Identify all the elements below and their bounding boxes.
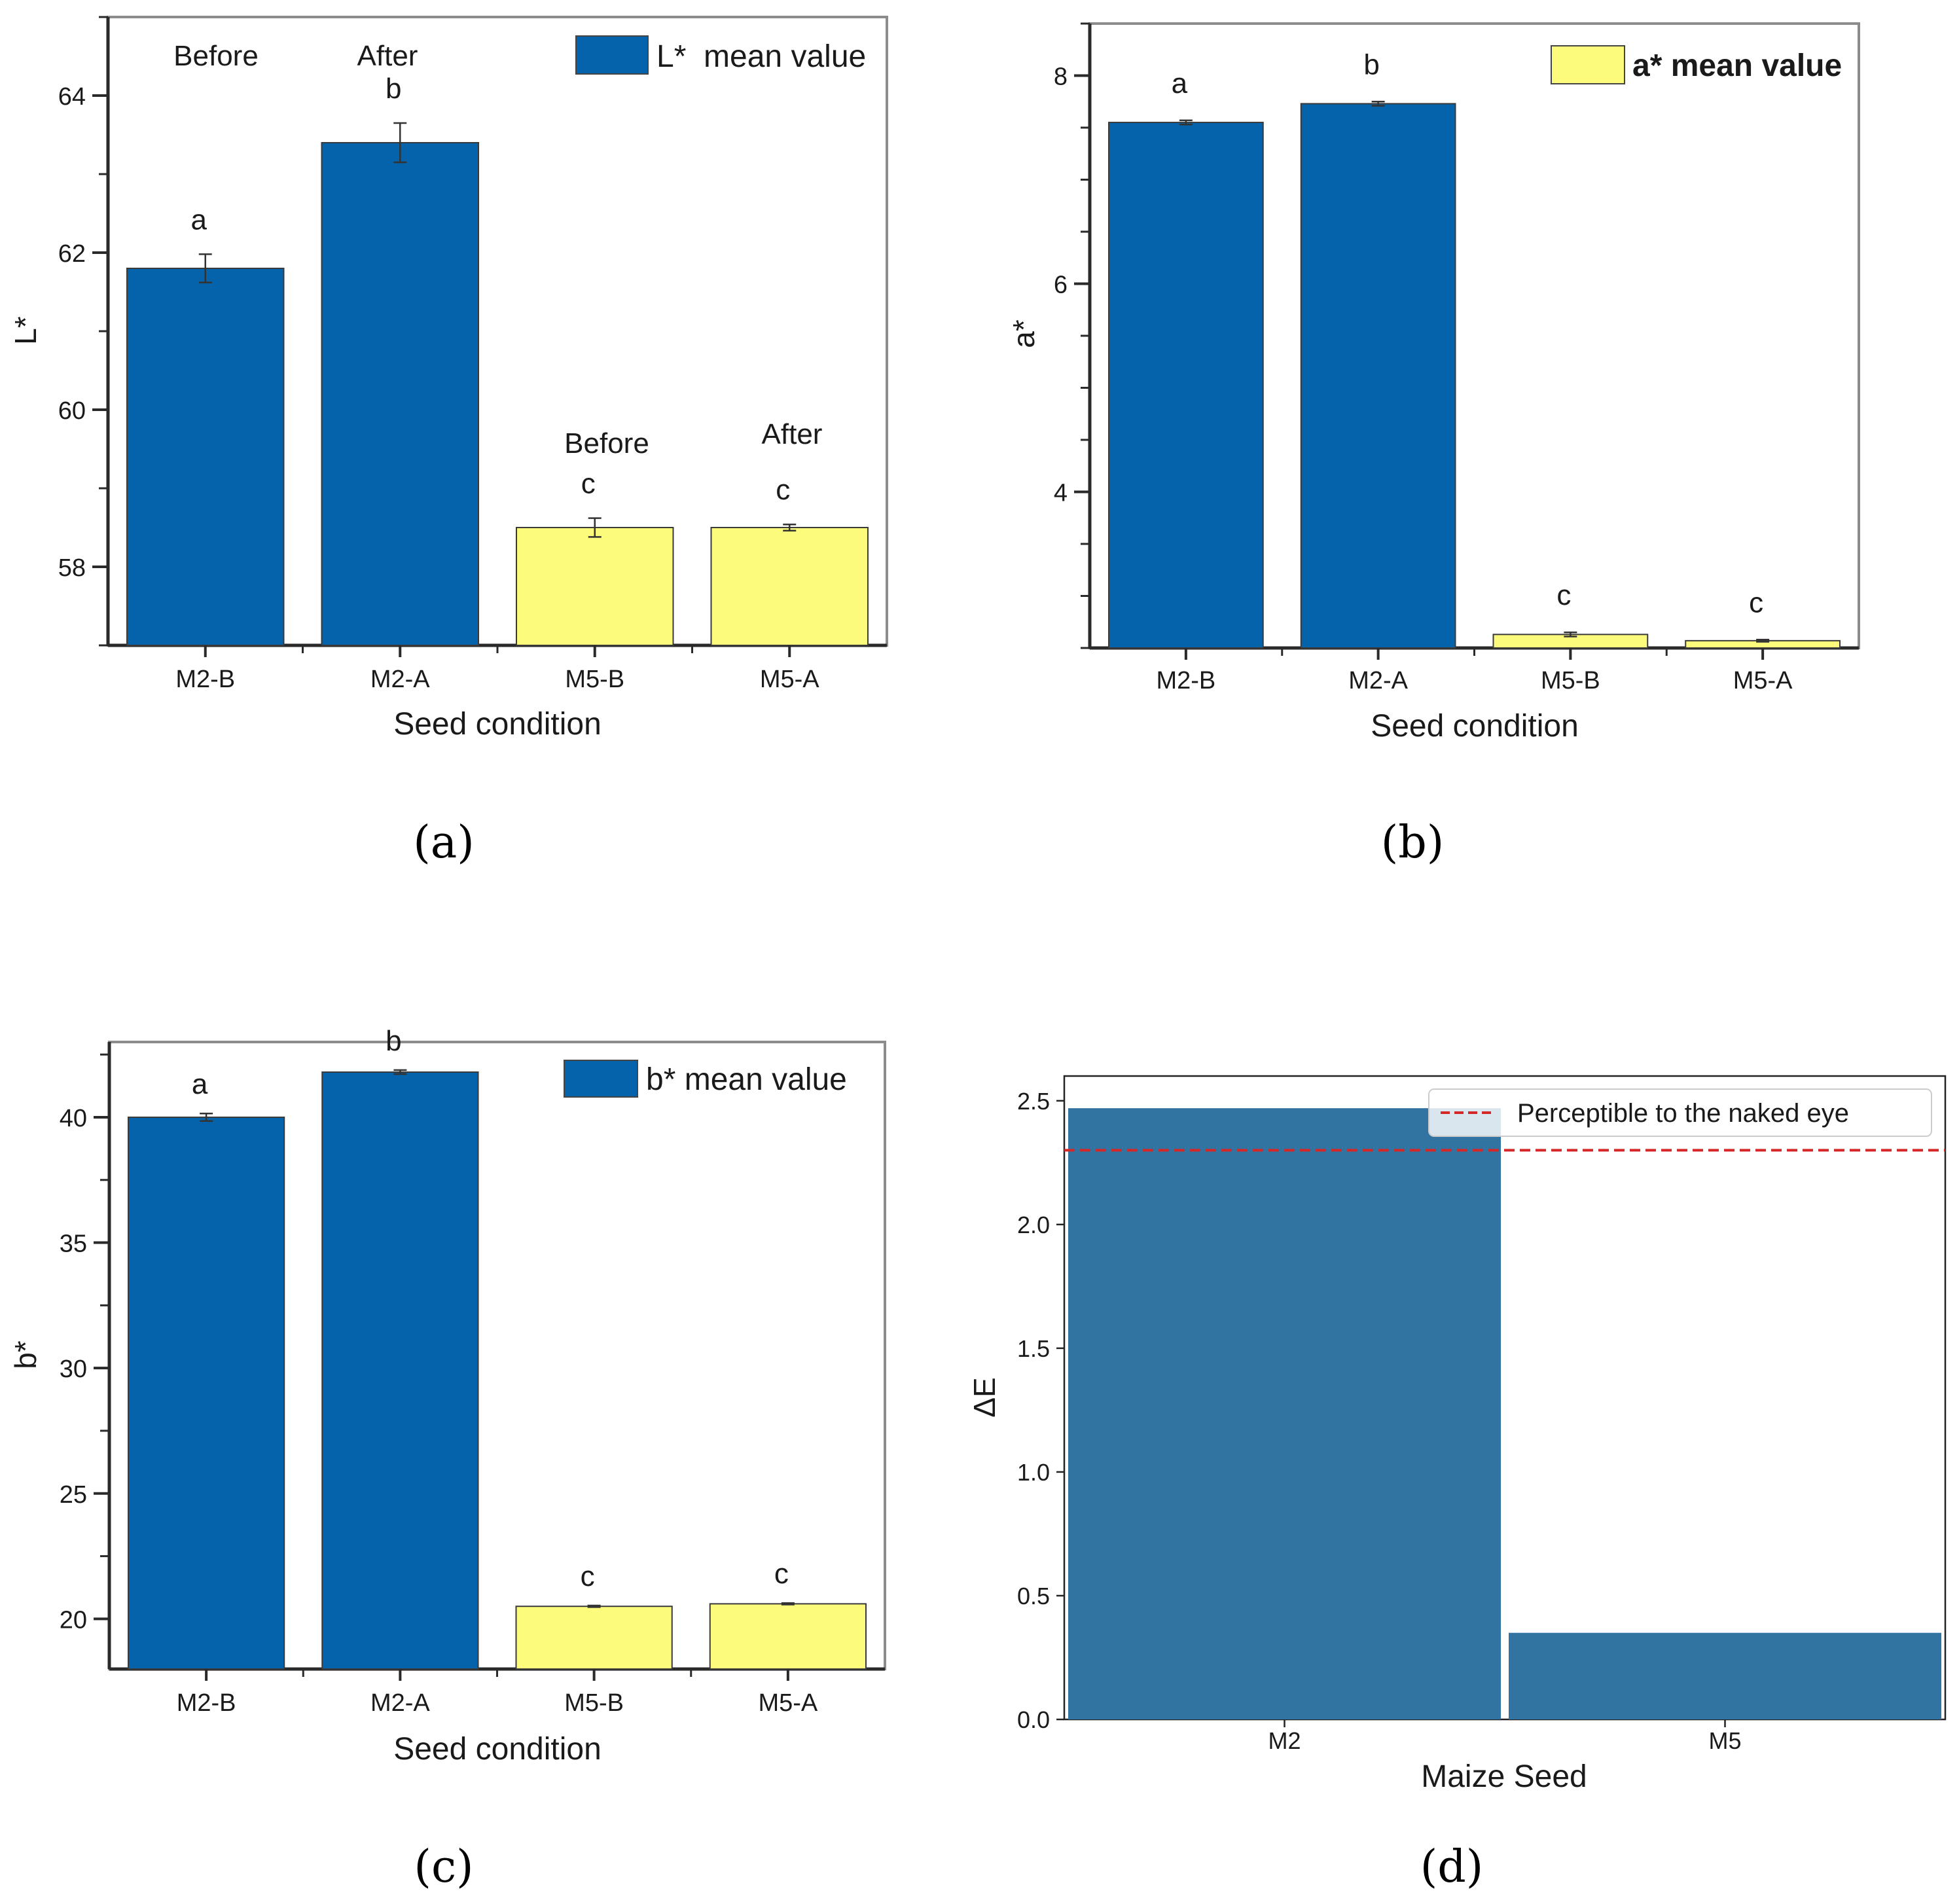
panel0-annotation: Before <box>173 40 259 72</box>
panel1-y-tick-label: 8 <box>1054 63 1068 91</box>
panel1-bar-m2-b <box>1108 122 1264 649</box>
panel1-x-axis-title: Seed condition <box>1371 709 1579 744</box>
panel0-annotation: After <box>357 40 418 72</box>
panel1-x-tick-label: M2-B <box>1156 667 1215 694</box>
panel3-legend-box <box>1428 1088 1932 1137</box>
panel0-letter: c <box>581 468 596 500</box>
chart-panel-d: 0.0 0.5 1.0 1.5 2.0 2.5 M2 M5 Perceptible to the… <box>967 1075 1947 1794</box>
panel2-bar-m5-a <box>709 1603 867 1670</box>
panel1-legend-swatch <box>1551 45 1625 84</box>
panel0-x-tick-label: M2-B <box>175 666 235 693</box>
panel3-y-tick-label: 2.0 <box>1017 1212 1050 1238</box>
panel3-y-axis-title: ΔE <box>967 1377 1001 1417</box>
panel1-letter: c <box>1556 579 1571 611</box>
panel2-letter: c <box>581 1560 595 1592</box>
panel0-annotation: After <box>762 418 823 450</box>
panel3-legend-label: Perceptible to the naked eye <box>1517 1099 1849 1128</box>
panel0-x-tick-label: M2-A <box>370 666 430 693</box>
panel2-bar-m2-b <box>128 1116 285 1670</box>
panel0-legend-swatch <box>575 35 649 75</box>
panel3-y-tick-label: 2.5 <box>1017 1088 1050 1115</box>
panel1-legend-label: a* mean value <box>1632 48 1842 83</box>
panel1-letter: c <box>1749 586 1763 619</box>
panel2-x-axis-title: Seed condition <box>393 1732 602 1767</box>
panel0-legend-label: L* mean value <box>656 39 866 74</box>
panel0-y-tick-label: 60 <box>58 397 86 425</box>
panel2-letter: c <box>774 1558 789 1590</box>
panel2-x-tick-label: M5-B <box>564 1689 624 1717</box>
panel0-y-tick-label: 58 <box>58 554 86 582</box>
panel2-bar-m5-b <box>515 1606 673 1670</box>
panel2-y-axis-title: b* <box>9 1340 43 1369</box>
panel1-y-axis-title: a* <box>1007 319 1041 348</box>
panel3-bar-m2 <box>1068 1108 1501 1719</box>
panel1-bar-m2-a <box>1300 103 1456 649</box>
panel3-frame <box>1063 1075 1947 1721</box>
chart-panel-c: 20 25 30 35 40 a M2-B b M2-A c M5-B c M5-A b* mean va… <box>9 1025 886 1767</box>
subfigure-label-a: (a) <box>413 817 475 869</box>
panel3-y-tick-label: 1.5 <box>1017 1335 1050 1362</box>
subfigure-label-d: (d) <box>1420 1841 1484 1893</box>
subfigure-label-b: (b) <box>1381 817 1445 869</box>
panel2-letter: a <box>192 1068 208 1100</box>
panel0-y-tick-label: 62 <box>58 240 86 268</box>
panel0-x-tick-label: M5-A <box>760 666 819 693</box>
panel2-x-tick-label: M5-A <box>758 1689 818 1717</box>
panel0-y-tick-label: 64 <box>58 83 86 111</box>
panel0-x-axis-title: Seed condition <box>393 707 602 742</box>
panel2-bar-m2-a <box>321 1071 479 1670</box>
panel3-bar-m5 <box>1509 1632 1941 1719</box>
panel0-annotation: Before <box>564 427 649 459</box>
panel0-letter: a <box>191 204 207 236</box>
panel0-letter: c <box>776 474 790 506</box>
panel1-x-tick-label: M5-B <box>1541 667 1600 694</box>
panel0-bar-m2-b <box>126 268 285 646</box>
panel0-bar-m5-b <box>516 527 674 646</box>
subfigure-label-c: (c) <box>414 1841 473 1893</box>
panel2-x-tick-label: M2-B <box>177 1689 236 1717</box>
panel2-legend-swatch <box>564 1060 638 1098</box>
panel2-y-tick-label: 35 <box>60 1230 87 1258</box>
panel2-y-tick-label: 20 <box>60 1606 87 1634</box>
panel2-y-tick-label: 25 <box>60 1481 87 1509</box>
panel3-y-tick-label: 0.0 <box>1017 1706 1050 1733</box>
panel3-y-tick-label: 0.5 <box>1017 1583 1050 1609</box>
panel3-x-tick-label: M2 <box>1268 1727 1301 1754</box>
chart-panel-a: 58 60 62 64 a M2-B b M2-A c M5-B c M5-A Before After B… <box>9 16 888 742</box>
panel2-x-tick-label: M2-A <box>370 1689 430 1717</box>
panel1-x-tick-label: M2-A <box>1348 667 1408 694</box>
panel1-letter: a <box>1172 67 1188 99</box>
panel1-x-tick-label: M5-A <box>1733 667 1793 694</box>
chart-panel-b: 4 6 8 a M2-B b M2-A c M5-B c M5-A a* mean value a* Se… <box>1007 22 1860 744</box>
panel0-letter: b <box>386 73 401 105</box>
panel2-letter: b <box>386 1025 401 1057</box>
panel1-letter: b <box>1363 48 1379 81</box>
panel0-x-tick-label: M5-B <box>565 666 624 693</box>
panel0-y-axis-title: L* <box>9 316 43 345</box>
panel2-legend-label: b* mean value <box>646 1062 847 1097</box>
panel3-x-axis-title: Maize Seed <box>1421 1759 1587 1794</box>
panel3-x-tick-label: M5 <box>1708 1727 1741 1754</box>
panel1-y-tick-label: 4 <box>1054 480 1068 507</box>
panel3-y-tick-label: 1.0 <box>1017 1459 1050 1486</box>
panel0-bar-m2-a <box>321 142 479 646</box>
panel2-y-tick-label: 30 <box>60 1356 87 1383</box>
panel0-bar-m5-a <box>710 527 869 646</box>
panel2-y-tick-label: 40 <box>60 1105 87 1132</box>
panel1-y-tick-label: 6 <box>1054 272 1068 299</box>
